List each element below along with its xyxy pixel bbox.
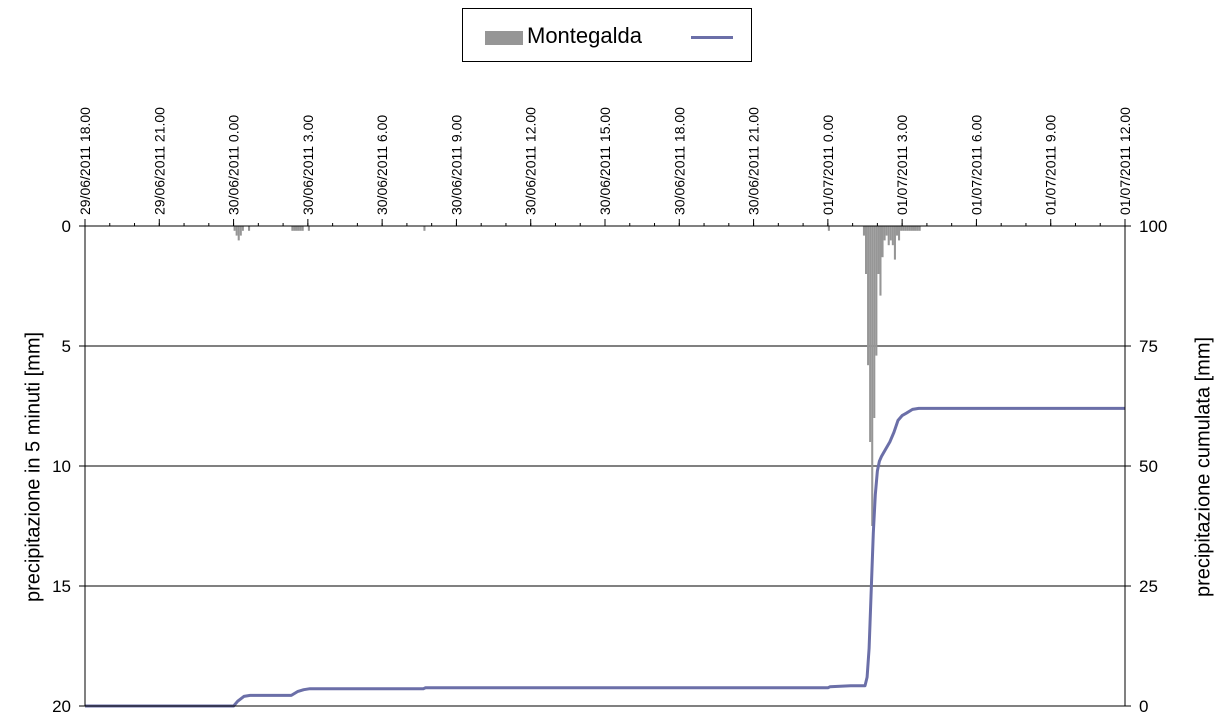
x-tick-label: 01/07/2011 0.00 [820,115,836,215]
x-tick-labels: 29/06/2011 18.00 29/06/2011 21.00 30/06/20… [77,107,1133,215]
precip-bar [908,226,911,231]
y-axis-left-label: precipitazione in 5 minuti [mm] [22,331,45,603]
x-tick-label: 29/06/2011 18.00 [77,107,93,215]
y-right-tick-label: 0 [1139,697,1148,716]
precip-bar [902,226,905,231]
precip-bar [906,226,909,231]
x-tick-label: 30/06/2011 6.00 [374,115,390,215]
precip-bar [873,226,876,418]
precipitation-bars [233,226,921,526]
precip-bar [893,226,896,260]
precip-bar [299,226,302,231]
precip-bar [307,226,310,231]
x-tick-label: 01/07/2011 9.00 [1043,115,1059,215]
y-right-tick-label: 50 [1139,457,1158,476]
x-tick-label: 30/06/2011 3.00 [300,115,316,215]
precip-bar [879,226,882,296]
x-tick-label: 30/06/2011 0.00 [226,115,242,215]
precip-bar [291,226,294,231]
precip-bar [867,226,870,366]
precip-bar [900,226,903,231]
precip-bar [827,226,830,231]
precip-bar [241,226,244,231]
precip-bar [918,226,921,231]
y-axis-right-label: precipitazione cumulata [mm] [1192,336,1215,598]
x-tick-label: 30/06/2011 15.00 [597,107,613,215]
precip-bar [912,226,915,231]
precip-bar [885,226,888,236]
precip-bar [881,226,884,258]
y-left-tick-label: 5 [62,337,71,356]
precip-bar [910,226,913,231]
precip-bar [423,226,426,231]
y-right-tick-label: 100 [1139,217,1167,236]
precip-bar [914,226,917,231]
precip-bar [248,226,251,231]
y-left-tick-label: 15 [52,577,71,596]
legend: Montegalda [462,8,752,62]
y-left-tick-label: 0 [62,217,71,236]
precip-bar [887,226,890,246]
precip-bar [891,226,894,246]
precip-bar [293,226,296,231]
precip-bar [865,226,868,274]
x-tick-label: 01/07/2011 12.00 [1117,107,1133,215]
x-tick-label: 30/06/2011 21.00 [746,107,762,215]
x-tick-label: 30/06/2011 9.00 [448,115,464,215]
precip-bar [239,226,242,236]
x-tick-label: 30/06/2011 12.00 [523,107,539,215]
y-left-tick-labels: 0 5 10 15 20 [52,217,71,716]
precip-bar [889,226,892,241]
x-tick-label: 01/07/2011 3.00 [894,115,910,215]
y-left-tick-label: 20 [52,697,71,716]
y-right-tick-label: 25 [1139,577,1158,596]
y-left-tick-label: 10 [52,457,71,476]
precip-bar [883,226,886,241]
precip-bar [898,226,901,241]
precip-bar [295,226,298,231]
x-tick-label: 29/06/2011 21.00 [151,107,167,215]
x-tick-label: 30/06/2011 18.00 [671,107,687,215]
x-tick-label: 01/07/2011 6.00 [968,115,984,215]
y-right-tick-labels: 100 75 50 25 0 [1139,217,1167,716]
y-right-tick-label: 75 [1139,337,1158,356]
precip-bar [895,226,899,236]
legend-line-swatch [691,36,733,39]
precip-bar [916,226,919,231]
precip-bar [875,226,878,356]
precip-bar [877,226,880,274]
precip-bar [301,226,304,231]
precip-bar [233,226,236,231]
precip-bar [871,226,874,526]
gridlines [85,345,1125,587]
precip-bar [235,226,238,236]
precip-bar [862,226,865,236]
cumulative-series-line [85,406,1125,708]
precip-bar [904,226,907,231]
precip-bar [869,226,872,442]
legend-bar-swatch [485,31,523,45]
precip-bar [237,226,240,241]
legend-label-montegalda: Montegalda [527,23,642,48]
cumulative-line [85,406,1125,708]
precip-bar [297,226,300,231]
axes [79,219,1131,707]
